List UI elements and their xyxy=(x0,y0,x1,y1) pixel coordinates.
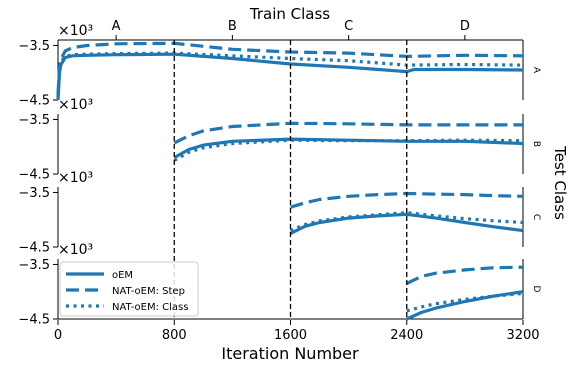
panel-a: −3.5 −4.5 ×10³ A xyxy=(18,23,541,109)
series-line-dotted xyxy=(56,51,524,98)
x-tick-label: 800 xyxy=(162,328,187,343)
y-multiplier-label: ×10³ xyxy=(58,170,93,186)
panels: −3.5−4.5×10³A−3.5−4.5×10³B−3.5−4.5×10³C−… xyxy=(18,23,541,328)
legend-label: oEM xyxy=(112,270,133,281)
y-tick-label: −4.5 xyxy=(18,168,50,183)
y-tick-label: −4.5 xyxy=(18,313,50,328)
legend-label: NAT-oEM: Step xyxy=(112,286,185,297)
x-tick-label: 2400 xyxy=(390,328,423,343)
x-tick-label: 1600 xyxy=(274,328,307,343)
series-line-solid xyxy=(173,137,524,159)
y-tick-label: −3.5 xyxy=(18,258,50,273)
vertical-separators xyxy=(173,40,408,320)
series-line-solid xyxy=(406,290,524,321)
panel-label: B xyxy=(531,141,541,147)
panel-label: C xyxy=(531,214,541,220)
top-tick-label: B xyxy=(228,19,237,34)
panel-b: −3.5 −4.5 ×10³ B xyxy=(18,97,541,183)
panel-c: −3.5 −4.5 ×10³ C xyxy=(18,170,541,256)
series-line-dashed xyxy=(290,191,524,209)
series-line-dashed xyxy=(56,41,524,95)
y-tick-label: −3.5 xyxy=(18,186,50,201)
y-multiplier-label: ×10³ xyxy=(58,23,93,39)
top-title: Train Class xyxy=(249,5,330,23)
y-tick-label: −3.5 xyxy=(18,39,50,54)
x-axis-label: Iteration Number xyxy=(221,344,359,363)
panel-label: D xyxy=(531,286,541,293)
y-tick-label: −3.5 xyxy=(18,113,50,128)
panel-d: −3.5 −4.5 ×10³ D xyxy=(18,242,541,328)
y-multiplier-label: ×10³ xyxy=(58,242,93,258)
x-ticks: 0 800 1600 2400 3200 xyxy=(54,320,540,343)
y-tick-label: −4.5 xyxy=(18,94,50,109)
right-axis-label: Test Class xyxy=(551,145,569,220)
y-multiplier-label: ×10³ xyxy=(58,97,93,113)
panel-label: A xyxy=(531,67,541,74)
x-tick-label: 0 xyxy=(54,328,62,343)
series-line-dashed xyxy=(406,265,524,285)
top-tick-label: D xyxy=(460,19,470,34)
top-ticks: A B C D xyxy=(112,19,470,40)
x-tick-label: 3200 xyxy=(506,328,539,343)
series-line-solid xyxy=(289,212,524,235)
top-tick-label: A xyxy=(112,19,121,34)
series-line-dotted xyxy=(289,211,524,233)
top-tick-label: C xyxy=(344,19,353,34)
series-line-solid xyxy=(56,52,524,101)
legend-label: NAT-oEM: Class xyxy=(112,302,188,313)
y-tick-label: −4.5 xyxy=(18,241,50,256)
legend: oEM NAT-oEM: Step NAT-oEM: Class xyxy=(59,261,199,317)
